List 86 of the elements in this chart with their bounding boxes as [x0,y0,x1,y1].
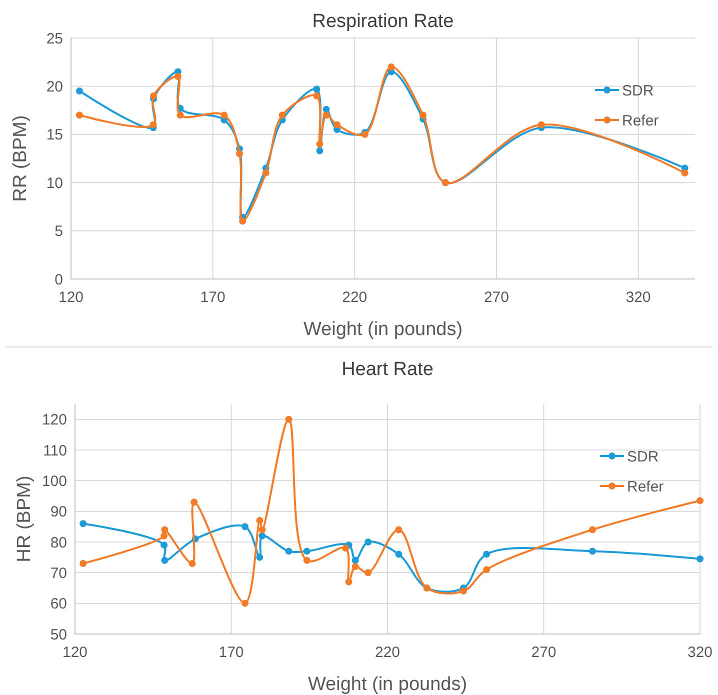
y-tick-label: 20 [46,78,63,96]
y-tick-label: 60 [50,596,67,613]
point [160,532,168,540]
chart-title: Respiration Rate [312,11,454,32]
point [589,526,596,534]
point [395,550,402,558]
point [364,538,372,546]
y-tick-label: 80 [50,534,67,552]
y-tick-label: 110 [43,442,67,460]
x-tick-label: 220 [342,289,368,306]
x-axis-title: Weight (in pounds) [308,674,468,695]
point [538,121,545,128]
y-tick-label: 25 [46,30,63,48]
legend-label: SDR [622,82,654,100]
point [160,542,168,549]
y-tick-label: 10 [46,174,63,192]
point [161,526,168,534]
point [256,517,264,524]
y-tick-label: 90 [50,504,67,521]
point [150,92,158,100]
chart-title: Heart Rate [342,359,434,380]
y-tick-label: 5 [54,223,63,240]
point [262,169,270,176]
x-axis-title: Weight (in pounds) [303,319,463,340]
point [278,112,286,119]
y-tick-label: 0 [54,271,63,288]
point [316,147,324,154]
point [239,218,246,225]
point [285,548,292,555]
point [352,556,359,564]
point [285,416,292,423]
x-tick-label: 170 [200,289,226,306]
point [303,556,310,564]
x-tick-label: 320 [687,644,713,661]
point [696,555,704,562]
point [258,526,266,534]
point [258,532,266,540]
point [696,497,704,504]
legend-label: Refer [627,478,664,496]
point [334,121,341,128]
y-tick-label: 70 [50,564,67,582]
point [322,112,330,119]
point [483,566,490,574]
point [316,140,324,148]
point [174,73,182,80]
point [80,560,87,567]
point [313,92,320,100]
point [190,498,198,506]
point [161,556,168,564]
point [176,112,184,119]
point [419,112,426,119]
point [460,588,467,595]
x-tick-label: 270 [484,289,509,306]
point [388,63,395,70]
x-tick-label: 220 [374,644,400,661]
x-tick-label: 170 [218,644,244,661]
point [220,112,228,119]
point [76,112,84,119]
point [483,550,490,558]
y-axis-title: HR (BPM) [14,476,35,562]
point [242,600,248,607]
point [76,88,84,95]
point [256,554,264,561]
point [364,569,372,576]
point [236,150,243,158]
point [395,526,402,534]
point [303,548,310,555]
point [80,520,87,528]
x-tick-label: 270 [531,644,556,661]
point [345,578,352,586]
y-tick-label: 15 [46,126,63,144]
legend-label: Refer [622,112,659,130]
x-tick-label: 320 [626,289,651,306]
point [188,560,196,567]
point [589,548,596,555]
point [681,169,688,176]
y-tick-label: 120 [42,412,67,429]
y-tick-label: 100 [42,472,67,490]
point [342,544,350,552]
point [150,121,157,128]
point [352,563,359,570]
legend-label: SDR [627,448,659,466]
y-tick-label: 50 [50,626,67,644]
point [242,523,248,530]
point [313,86,320,93]
y-axis-title: RR (BPM) [10,115,31,202]
